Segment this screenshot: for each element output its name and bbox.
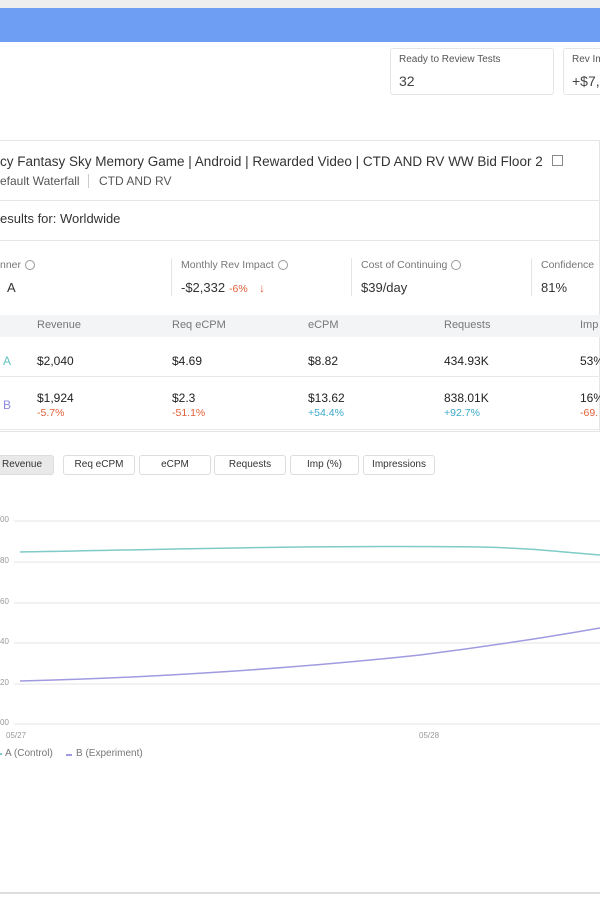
info-icon [451,260,461,270]
card-value: +$7, [572,73,600,89]
grid [14,520,600,725]
tab[interactable]: Impressions [363,455,435,475]
cell-change: -69. [580,407,599,419]
metric-label: Confidence [541,259,595,271]
bottom-rule [0,892,600,894]
cell-change: +54.4% [308,407,344,419]
cell: 838.01K [444,391,489,405]
cell: $2,040 [37,354,74,368]
cell: $8.82 [308,354,339,368]
tab[interactable]: Requests [214,455,286,475]
card-value: 32 [399,73,415,89]
line-a [19,545,600,556]
metric-value: -$2,332 [181,280,226,295]
cell-change: +92.7% [444,407,480,419]
info-icon [25,260,35,270]
legend-label: A (Control) [5,748,53,759]
tag: CTD AND RV [99,174,172,188]
y-tick-label: 40 [0,637,9,646]
cell: $4.69 [172,354,203,368]
column-header: eCPM [308,319,339,331]
top-strip [0,0,600,8]
rule [0,200,600,201]
metric-value: A [7,280,16,295]
legend-swatch [66,754,72,756]
line-b [19,627,600,682]
app-bar [0,8,600,42]
y-tick-label: 20 [0,678,9,687]
test-title: cy Fantasy Sky Memory Game | Android | R… [0,154,543,169]
rule [0,429,600,430]
divider [88,174,89,188]
cell: $2.3 [172,391,196,405]
variant: B [3,398,12,412]
cell: 434.93K [444,354,489,368]
chart [14,520,600,725]
divider [531,258,532,296]
x-tick-label: 05/28 [419,731,440,740]
card [390,48,554,95]
divider [351,258,352,296]
cell: $1,924 [37,391,74,405]
y-tick-label: 80 [0,556,9,565]
legend-swatch [0,753,2,755]
waterfall: efault Waterfall [0,174,80,188]
metric-label: Cost of Continuing [361,259,448,271]
panel [0,140,600,432]
legend-label: B (Experiment) [76,748,143,759]
card [563,48,600,95]
down-arrow: ↓ [259,281,265,295]
x-tick-label: 05/27 [6,731,27,740]
table-head [0,315,600,337]
metric-value: 81% [541,280,568,295]
variant: A [3,354,12,368]
results-heading: esults for: Worldwide [0,211,121,226]
info-icon [278,260,288,270]
column-header: Revenue [37,319,82,331]
metric-change: -6% [229,283,248,295]
external-link-icon [552,155,563,166]
rule [0,240,600,241]
cell: 16% [580,391,600,405]
column-header: Req eCPM [172,319,226,331]
column-header: Imp [580,319,599,331]
card-label: Ready to Review Tests [399,54,501,65]
y-tick-label: 00 [0,718,9,727]
metric-value: $39/day [361,280,408,295]
cell-change: -5.7% [37,407,65,419]
metric-label: Monthly Rev Impact [181,259,274,271]
card-label: Rev Im [572,54,600,65]
cell: 53% [580,354,600,368]
tab[interactable]: Revenue [0,455,54,475]
y-tick-label: 60 [0,597,9,606]
tab[interactable]: Req eCPM [63,455,135,475]
cell: $13.62 [308,391,345,405]
column-header: Requests [444,319,491,331]
tab[interactable]: Imp (%) [290,455,359,475]
metric-label: nner [0,259,22,271]
divider [171,258,172,296]
y-tick-label: 00 [0,515,9,524]
rule [0,376,600,377]
tab[interactable]: eCPM [139,455,211,475]
cell-change: -51.1% [172,407,206,419]
